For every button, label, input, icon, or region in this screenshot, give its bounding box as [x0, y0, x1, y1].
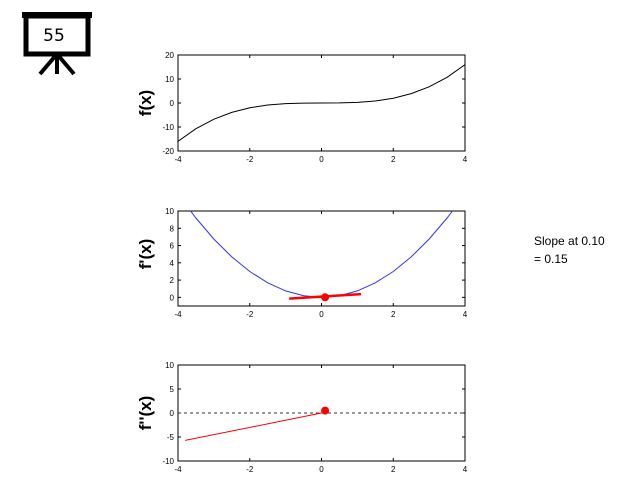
projector-screen-icon — [22, 12, 92, 76]
fprime-xtick-label: -2 — [246, 310, 254, 319]
slide-number: 55 — [43, 26, 65, 46]
fdouble-curve — [185, 411, 326, 441]
fprime-marker-point — [321, 293, 330, 302]
fprime-ytick-label: 0 — [170, 293, 175, 302]
fprime-xtick-label: 4 — [463, 310, 468, 319]
fdouble-ytick-label: 10 — [165, 361, 174, 370]
f-xtick-label: 4 — [463, 155, 468, 164]
f-xtick-label: -2 — [246, 155, 254, 164]
fdouble-ytick-label: 5 — [170, 385, 175, 394]
f-xtick-label: 0 — [319, 155, 324, 164]
f-ytick-label: 10 — [165, 75, 174, 84]
fprime-ytick-label: 2 — [170, 276, 175, 285]
fprime-xtick-label: 0 — [319, 310, 324, 319]
fprime-curve — [190, 211, 453, 298]
fprime-ytick-label: 4 — [170, 259, 175, 268]
fprime-panel: f'(x) -4 -2 0 2 4 0 2 4 6 8 10 — [136, 207, 468, 319]
fdouble-xtick-label: 2 — [391, 465, 396, 474]
fprime-xtick-label: 2 — [391, 310, 396, 319]
fdouble-xtick-label: 4 — [463, 465, 468, 474]
fdouble-panel: f''(x) -4 -2 0 2 4 -10 -5 0 5 10 — [136, 361, 468, 474]
f-ytick-label: -20 — [162, 147, 174, 156]
fdouble-xtick-label: -4 — [174, 465, 182, 474]
fdouble-ytick-label: -5 — [167, 433, 175, 442]
f-curve — [178, 64, 465, 142]
fprime-ytick-label: 8 — [170, 224, 175, 233]
slope-line-1: Slope at 0.10 — [534, 234, 605, 248]
slope-annotation: Slope at 0.10 = 0.15 — [534, 232, 605, 268]
fprime-xtick-label: -4 — [174, 310, 182, 319]
fprime-ytick-label: 6 — [170, 242, 175, 251]
fprime-ytick-label: 10 — [165, 207, 174, 216]
slide-badge: 55 — [22, 12, 92, 76]
fdouble-marker-point — [321, 406, 330, 415]
f-ytick-label: 0 — [170, 99, 175, 108]
f-xtick-label: 2 — [391, 155, 396, 164]
f-xtick-label: -4 — [174, 155, 182, 164]
fdouble-ylabel: f''(x) — [136, 396, 155, 431]
fdouble-xtick-label: -2 — [246, 465, 254, 474]
f-ytick-label: 20 — [165, 51, 174, 60]
slope-line-2: = 0.15 — [534, 252, 568, 266]
fdouble-ytick-label: -10 — [162, 457, 174, 466]
fprime-ylabel: f'(x) — [136, 239, 155, 269]
fdouble-ytick-label: 0 — [170, 409, 175, 418]
fdouble-xtick-label: 0 — [319, 465, 324, 474]
f-ylabel: f(x) — [136, 90, 155, 116]
fprime-axes-frame — [177, 210, 466, 307]
f-ytick-label: -10 — [162, 123, 174, 132]
